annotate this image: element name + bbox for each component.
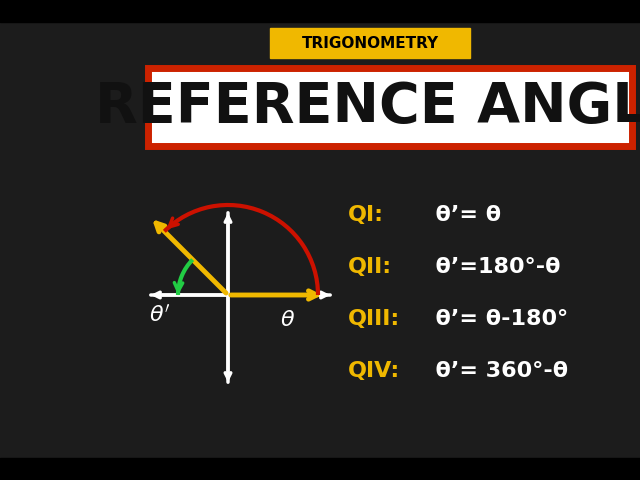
Text: QI:: QI:	[348, 205, 384, 225]
Text: $\theta$: $\theta$	[280, 310, 296, 330]
Bar	[148, 68, 632, 146]
Text: REFERENCE ANGLE: REFERENCE ANGLE	[95, 80, 640, 134]
Text: TRIGONOMETRY: TRIGONOMETRY	[301, 36, 438, 50]
Bar	[0, 0, 640, 22]
Bar	[0, 458, 640, 480]
Text: θ’= 360°-θ: θ’= 360°-θ	[420, 361, 568, 381]
Text: θ’= θ: θ’= θ	[420, 205, 501, 225]
Text: QIII:: QIII:	[348, 309, 400, 329]
Text: $\theta'$: $\theta'$	[149, 304, 171, 326]
Text: QII:: QII:	[348, 257, 392, 277]
Text: QIV:: QIV:	[348, 361, 400, 381]
Text: θ’=180°-θ: θ’=180°-θ	[420, 257, 561, 277]
Text: θ’= θ-180°: θ’= θ-180°	[420, 309, 568, 329]
Bar	[270, 28, 470, 58]
